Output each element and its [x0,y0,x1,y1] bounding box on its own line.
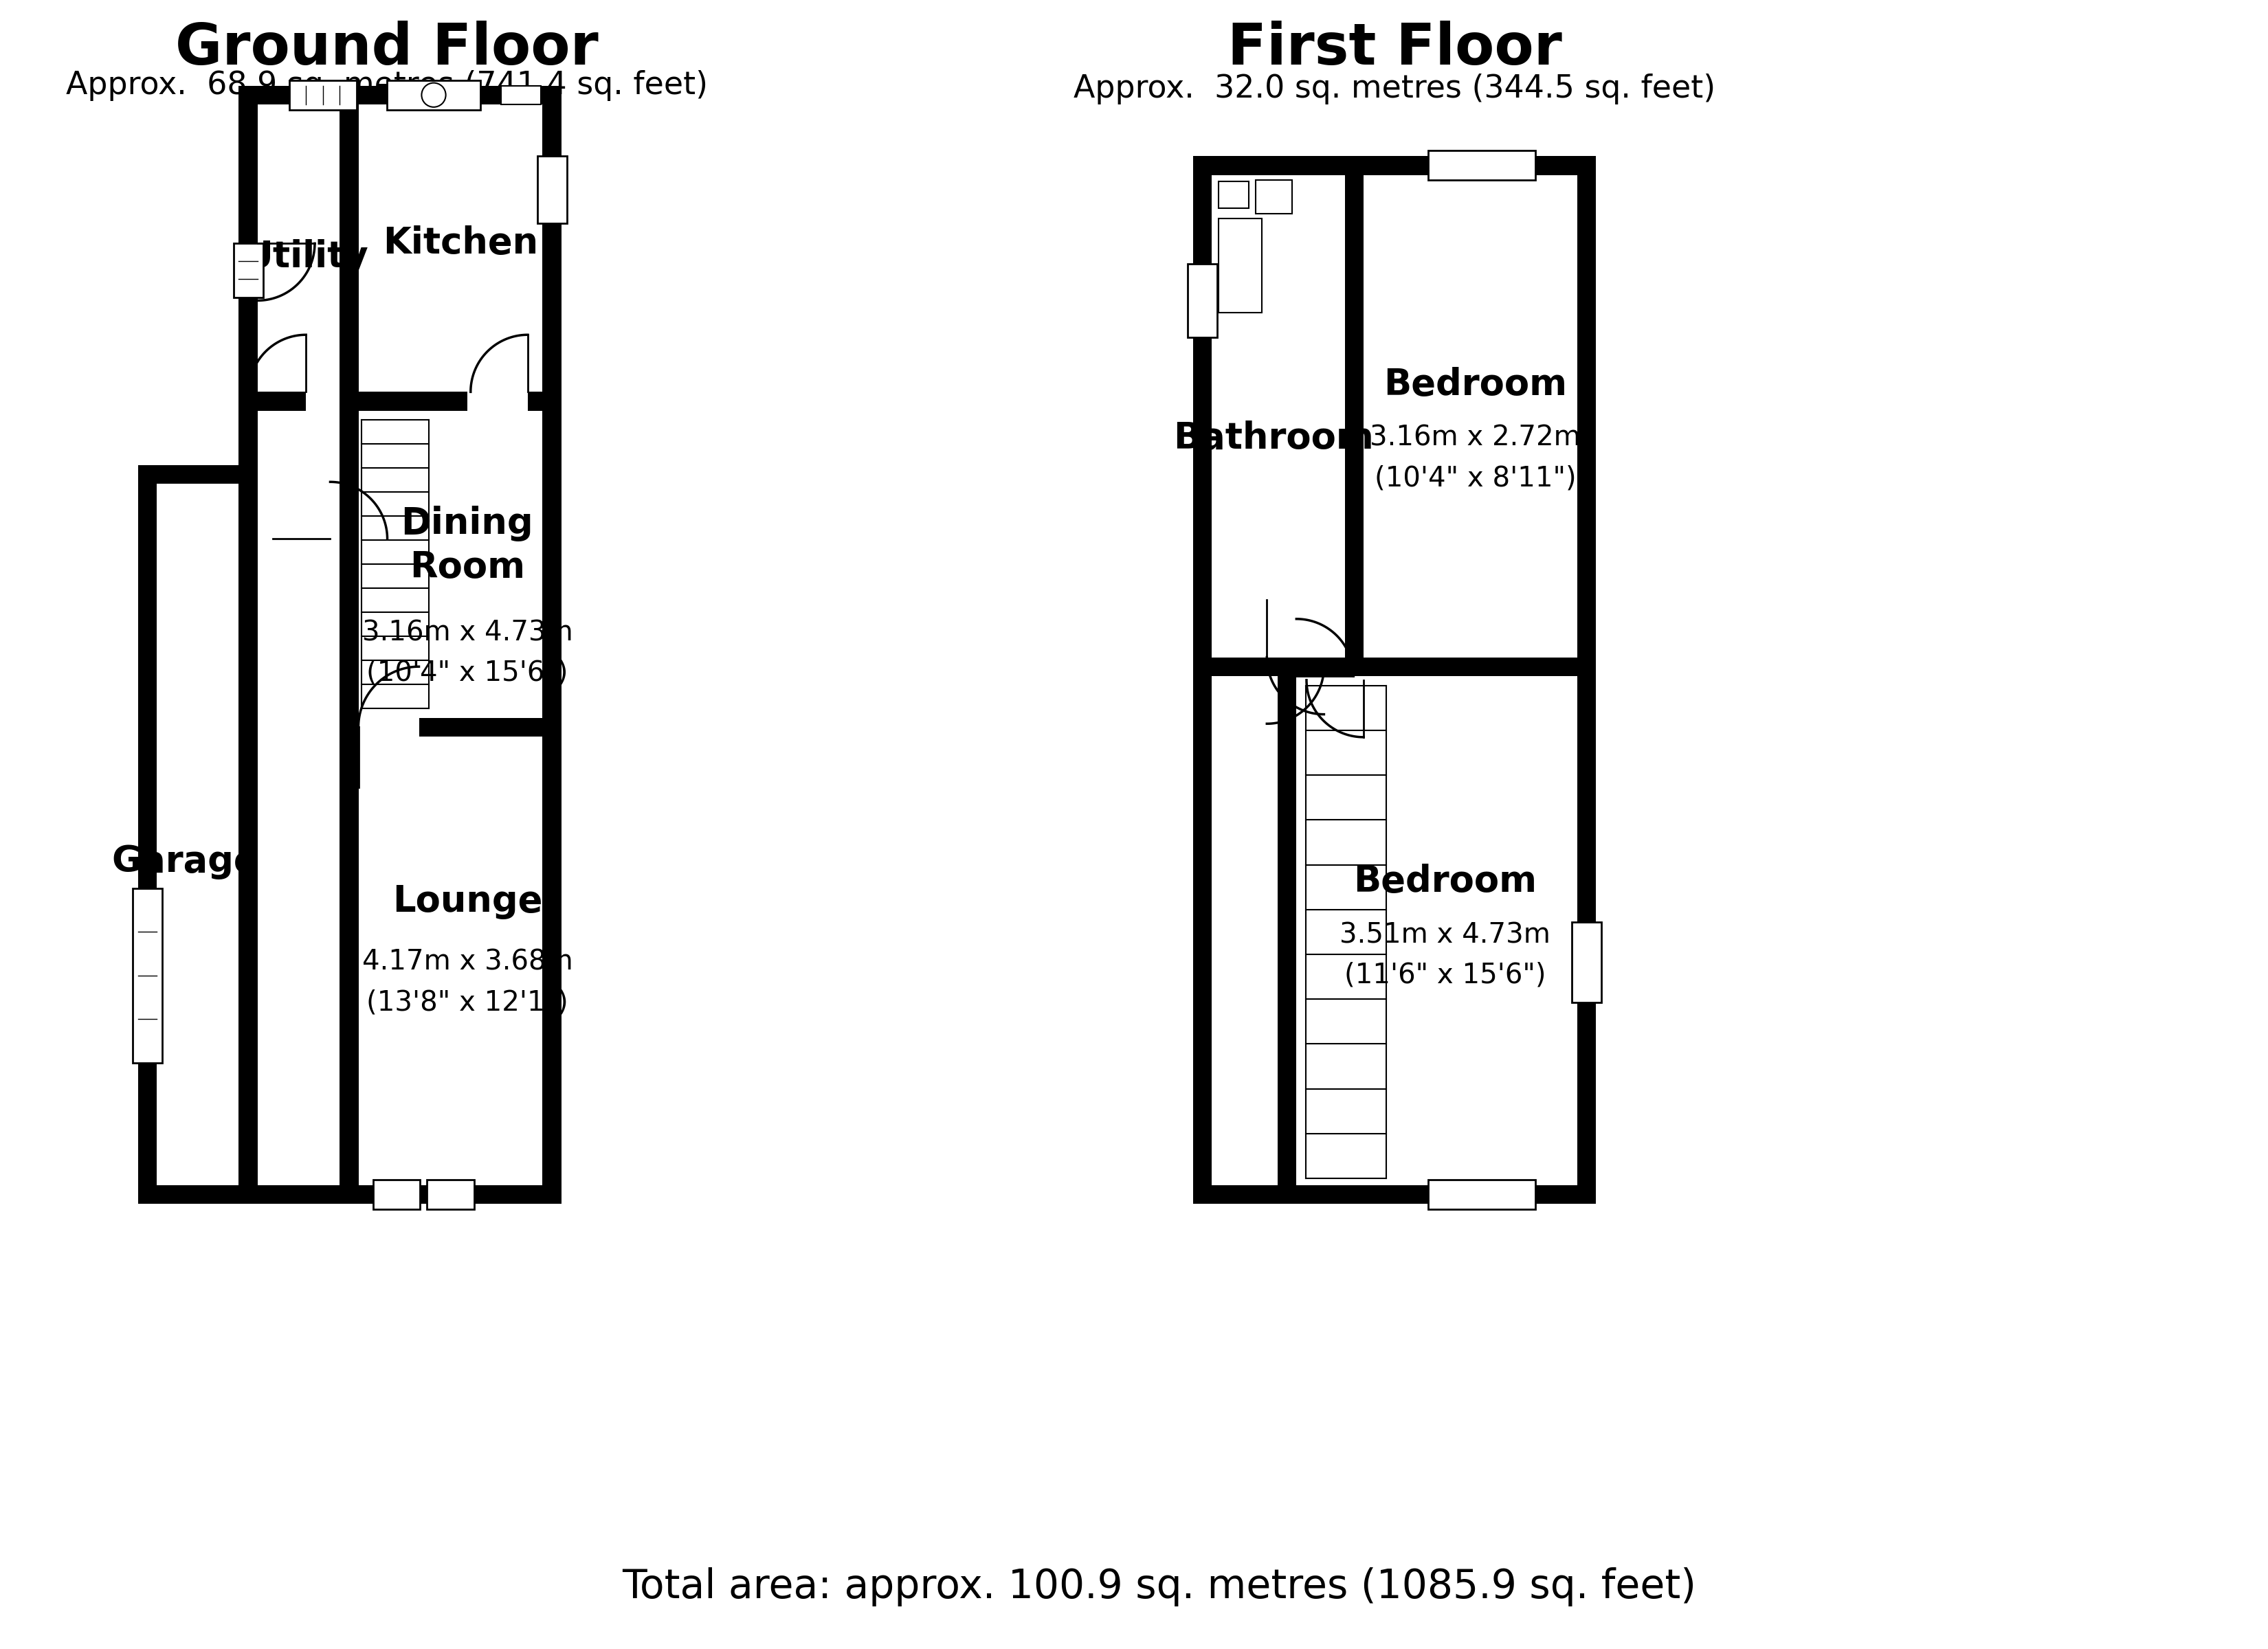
Bar [238,1186,562,1204]
Text: (11'6" x 15'6"): (11'6" x 15'6") [1345,961,1547,989]
Text: Utility: Utility [243,239,367,275]
Bar [238,86,562,104]
Bar [1218,219,1263,313]
Bar [420,717,542,737]
Text: (13'8" x 12'1"): (13'8" x 12'1") [367,989,569,1016]
Text: Bathroom: Bathroom [1173,420,1374,457]
Text: (10'4" x 8'11"): (10'4" x 8'11") [1374,465,1576,493]
Text: First Floor: First Floor [1227,21,1563,76]
Text: 3.16m x 4.73m: 3.16m x 4.73m [363,620,574,646]
Bar [238,401,259,1204]
Text: Approx.  68.9 sq. metres (741.4 sq. feet): Approx. 68.9 sq. metres (741.4 sq. feet) [66,71,708,101]
Text: Total area: approx. 100.9 sq. metres (1085.9 sq. feet): Total area: approx. 100.9 sq. metres (10… [621,1567,1696,1606]
Bar [1218,181,1250,208]
Bar [259,392,306,411]
Text: (10'4" x 15'6"): (10'4" x 15'6") [367,660,567,688]
Bar [1211,658,1597,676]
Bar [1193,1186,1597,1204]
Text: Bedroom: Bedroom [1383,366,1567,402]
Bar [542,86,562,1204]
Bar [234,244,263,297]
Bar [426,1179,474,1209]
Text: Garage: Garage [111,844,259,879]
Text: Lounge: Lounge [392,884,542,920]
Bar [132,889,163,1064]
Bar [538,157,567,223]
Bar [1193,157,1211,1204]
Text: Bedroom: Bedroom [1354,864,1538,899]
Text: Kitchen: Kitchen [383,226,538,261]
Bar [1429,1179,1535,1209]
Text: Dining
Room: Dining Room [401,506,533,585]
Bar [358,392,467,411]
Bar [340,392,367,411]
Text: Ground Floor: Ground Floor [175,21,599,76]
Text: 4.17m x 3.68m: 4.17m x 3.68m [363,948,574,976]
Bar [1576,157,1597,1204]
Bar [528,392,542,411]
Text: 3.51m x 4.73m: 3.51m x 4.73m [1340,922,1551,950]
Bar [290,81,356,110]
Bar [238,86,259,401]
Bar [340,401,358,1204]
Bar [138,465,156,1204]
Bar [138,465,238,483]
Bar [386,81,481,110]
Text: 3.16m x 2.72m: 3.16m x 2.72m [1370,424,1581,452]
Bar [1277,676,1297,1194]
Bar [138,1186,238,1204]
Text: Approx.  32.0 sq. metres (344.5 sq. feet): Approx. 32.0 sq. metres (344.5 sq. feet) [1073,74,1715,104]
Bar [1429,150,1535,180]
Bar [1188,264,1218,338]
Bar [340,86,358,401]
Bar [374,1179,420,1209]
Bar [1256,180,1293,214]
Bar [501,86,542,104]
Bar [1193,157,1597,175]
Bar [1345,157,1363,676]
Bar [1572,922,1601,1003]
